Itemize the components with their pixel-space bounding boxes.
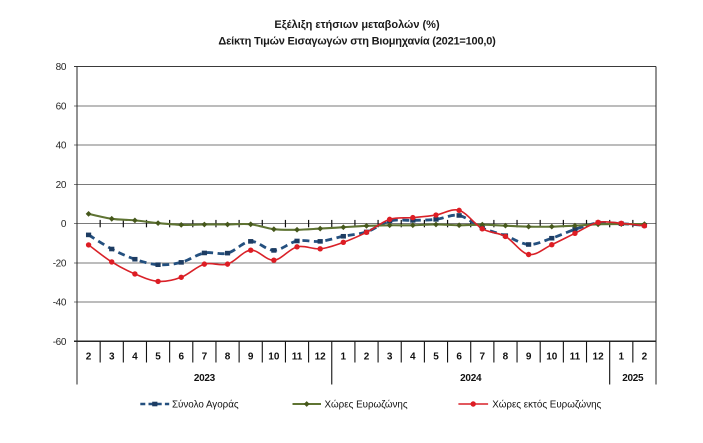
svg-text:-40: -40 (53, 298, 67, 309)
svg-text:2023: 2023 (194, 373, 216, 384)
svg-text:Σύνολο Αγοράς: Σύνολο Αγοράς (172, 400, 239, 411)
svg-text:Δείκτη Τιμών Εισαγωγών στη Βιο: Δείκτη Τιμών Εισαγωγών στη Βιομηχανία (2… (218, 36, 496, 48)
svg-text:6: 6 (178, 352, 184, 363)
svg-text:40: 40 (56, 141, 67, 152)
svg-text:60: 60 (56, 101, 67, 112)
svg-text:9: 9 (248, 352, 254, 363)
svg-text:2: 2 (86, 352, 92, 363)
svg-text:1: 1 (618, 352, 624, 363)
svg-text:0: 0 (61, 219, 67, 230)
svg-text:2024: 2024 (460, 373, 482, 384)
svg-text:2: 2 (364, 352, 370, 363)
svg-text:20: 20 (56, 180, 67, 191)
svg-text:12: 12 (315, 352, 327, 363)
svg-text:4: 4 (410, 352, 416, 363)
svg-text:5: 5 (433, 352, 439, 363)
svg-text:4: 4 (132, 352, 138, 363)
svg-text:3: 3 (387, 352, 393, 363)
svg-text:12: 12 (593, 352, 605, 363)
svg-text:9: 9 (526, 352, 532, 363)
svg-text:7: 7 (480, 352, 486, 363)
svg-text:1: 1 (341, 352, 347, 363)
svg-text:6: 6 (456, 352, 462, 363)
svg-text:10: 10 (268, 352, 280, 363)
svg-text:Χώρες εκτός Ευρωζώνης: Χώρες εκτός Ευρωζώνης (492, 400, 601, 411)
svg-text:80: 80 (56, 62, 67, 73)
svg-text:-20: -20 (53, 258, 67, 269)
svg-text:Εξέλιξη ετήσιων μεταβολών (%): Εξέλιξη ετήσιων μεταβολών (%) (274, 19, 440, 31)
svg-text:3: 3 (109, 352, 115, 363)
svg-text:11: 11 (292, 352, 303, 363)
svg-text:2025: 2025 (622, 373, 644, 384)
svg-text:2: 2 (642, 352, 648, 363)
svg-text:7: 7 (202, 352, 208, 363)
svg-text:8: 8 (225, 352, 231, 363)
svg-text:5: 5 (155, 352, 161, 363)
svg-text:Χώρες Ευρωζώνης: Χώρες Ευρωζώνης (325, 400, 408, 411)
svg-text:-60: -60 (53, 337, 67, 348)
svg-text:10: 10 (546, 352, 558, 363)
svg-text:11: 11 (570, 352, 581, 363)
svg-text:8: 8 (503, 352, 509, 363)
